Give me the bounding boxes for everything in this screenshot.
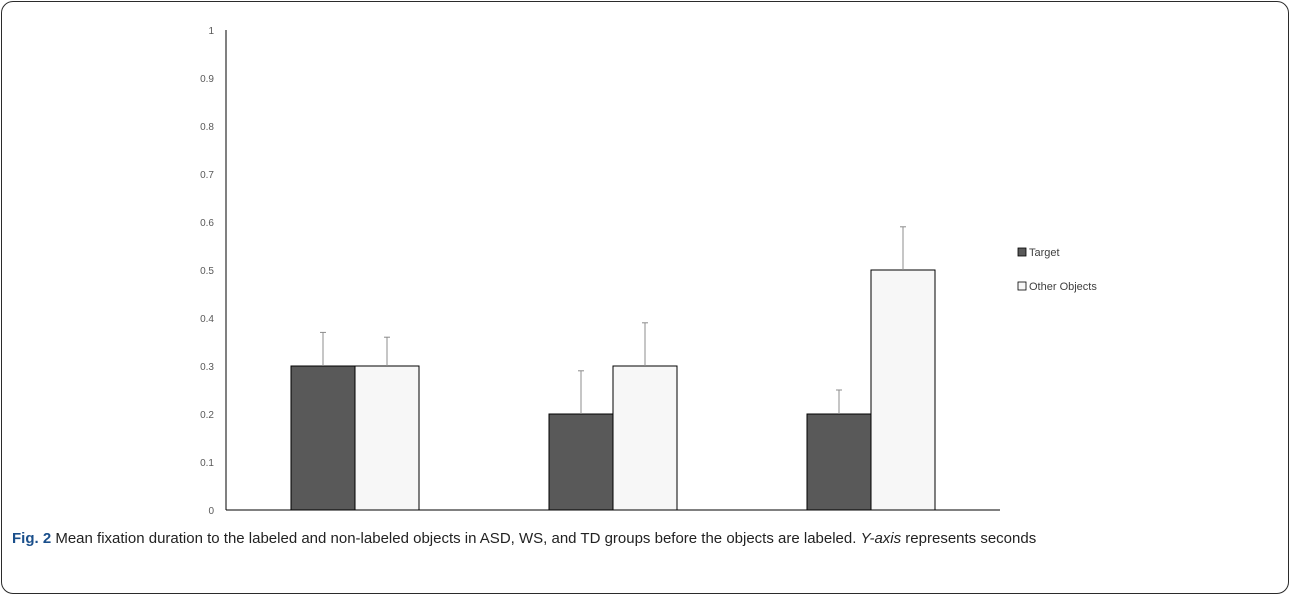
bar-ws-other-objects [612,365,678,511]
legend: Target Other Objects [1017,247,1097,293]
legend-label: Target [1029,247,1060,259]
y-tick-label: 0.8 [200,122,214,133]
caption-text: Mean fixation duration to the labeled an… [51,530,861,547]
bars [290,269,936,511]
bar-ws-target [548,413,614,511]
y-tick-label: 1 [208,26,214,37]
x-tick-label: WS [605,519,621,520]
y-tick-label: 0.2 [200,410,214,421]
figure-caption: Fig. 2 Mean fixation duration to the lab… [12,528,1272,550]
y-tick-label: 0.7 [200,170,214,181]
legend-swatch [1017,281,1027,291]
bar-chart: 0 0.1 0.2 0.3 0.4 0.5 0.6 0.7 0.8 0.9 1 ASD WS TD Ta… [200,26,1097,520]
bar-td-target [806,413,872,511]
caption-text-end: represents seconds [901,530,1037,547]
caption-label: Fig. 2 [12,530,52,547]
y-tick-label: 0.4 [200,314,214,325]
y-tick-label: 0.9 [200,74,214,85]
x-tick-label: TD [864,519,877,520]
legend-label: Other Objects [1029,281,1097,293]
bar-asd-other-objects [354,365,420,511]
bar-asd-target [290,365,356,511]
y-axis-ticks: 0 0.1 0.2 0.3 0.4 0.5 0.6 0.7 0.8 0.9 1 [200,26,214,517]
y-tick-label: 0.5 [200,266,214,277]
caption-italic: Y-axis [860,530,902,547]
error-bars [320,226,906,414]
bar-td-other-objects [870,269,936,511]
legend-swatch [1017,247,1027,257]
x-axis-ticks: ASD WS TD [345,519,878,520]
y-tick-label: 0.6 [200,218,214,229]
y-tick-label: 0.3 [200,362,214,373]
y-tick-label: 0.1 [200,458,214,469]
x-tick-label: ASD [345,519,366,520]
y-tick-label: 0 [208,506,214,517]
